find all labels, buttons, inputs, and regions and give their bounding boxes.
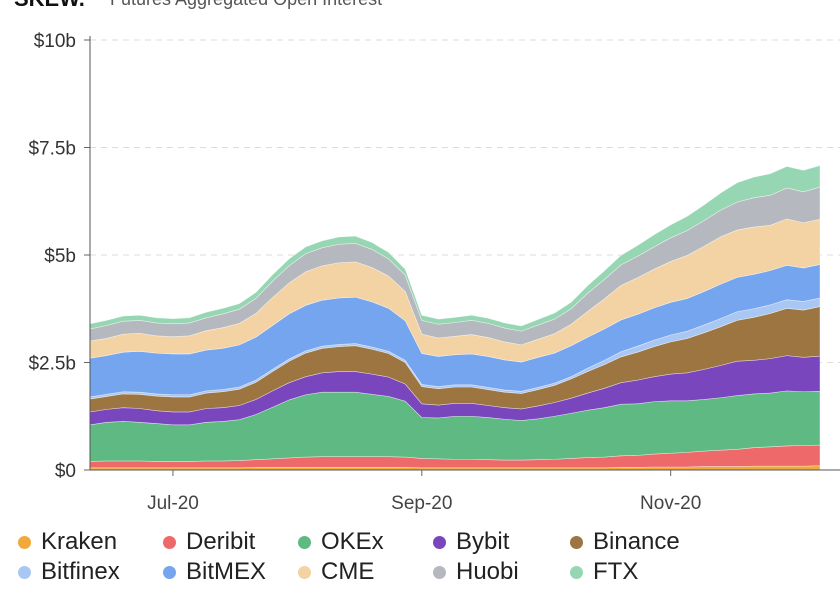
- x-tick-label: Nov-20: [640, 493, 701, 514]
- legend-marker-icon: [570, 565, 583, 579]
- legend-label: OKEx: [321, 528, 384, 555]
- y-tick-label: $7.5b: [28, 139, 76, 160]
- top-bar: SKEW. Futures Aggregated Open Interest: [0, 0, 840, 11]
- legend-item-huobi[interactable]: Huobi: [433, 558, 519, 586]
- legend-marker-icon: [433, 535, 446, 549]
- legend-item-bitfinex[interactable]: Bitfinex: [18, 558, 120, 586]
- legend-label: BitMEX: [186, 558, 267, 585]
- y-tick-label: $2.5b: [28, 354, 76, 375]
- legend-item-binance[interactable]: Binance: [570, 528, 680, 556]
- legend-label: Deribit: [186, 528, 256, 555]
- legend-item-bybit[interactable]: Bybit: [433, 528, 509, 556]
- legend-marker-icon: [298, 535, 311, 549]
- y-tick-label: $10b: [34, 31, 76, 52]
- legend-marker-icon: [570, 535, 583, 549]
- area-ftx: [89, 165, 821, 332]
- legend-item-bitmex[interactable]: BitMEX: [163, 558, 266, 586]
- legend-item-okex[interactable]: OKEx: [298, 528, 384, 556]
- legend-label: FTX: [593, 558, 639, 585]
- legend-item-cme[interactable]: CME: [298, 558, 374, 586]
- legend-marker-icon: [433, 565, 446, 579]
- legend-label: Bybit: [456, 528, 510, 555]
- y-tick-label: $0: [55, 461, 76, 482]
- legend-label: CME: [321, 558, 375, 585]
- legend-item-ftx[interactable]: FTX: [570, 558, 638, 586]
- legend-label: Bitfinex: [41, 558, 120, 585]
- x-tick-label: Sep-20: [391, 493, 452, 514]
- legend-label: Kraken: [41, 528, 118, 555]
- stacked-area-chart: $0 $2.5b $5b $7.5b $10b Jul-20 Sep-20 Nov-20: [28, 31, 840, 514]
- legend-label: Binance: [593, 528, 680, 555]
- legend-item-kraken[interactable]: Kraken: [18, 528, 117, 556]
- legend-marker-icon: [298, 565, 311, 579]
- legend-marker-icon: [18, 565, 31, 579]
- legend-marker-icon: [163, 565, 176, 579]
- legend-marker-icon: [18, 535, 31, 549]
- x-tick-label: Jul-20: [147, 493, 199, 514]
- y-tick-label: $5b: [44, 246, 76, 267]
- chart-subtitle: Futures Aggregated Open Interest: [110, 0, 382, 10]
- legend-label: Huobi: [456, 558, 519, 585]
- legend-marker-icon: [163, 535, 176, 549]
- legend-item-deribit[interactable]: Deribit: [163, 528, 255, 556]
- brand-logo: SKEW.: [14, 0, 85, 12]
